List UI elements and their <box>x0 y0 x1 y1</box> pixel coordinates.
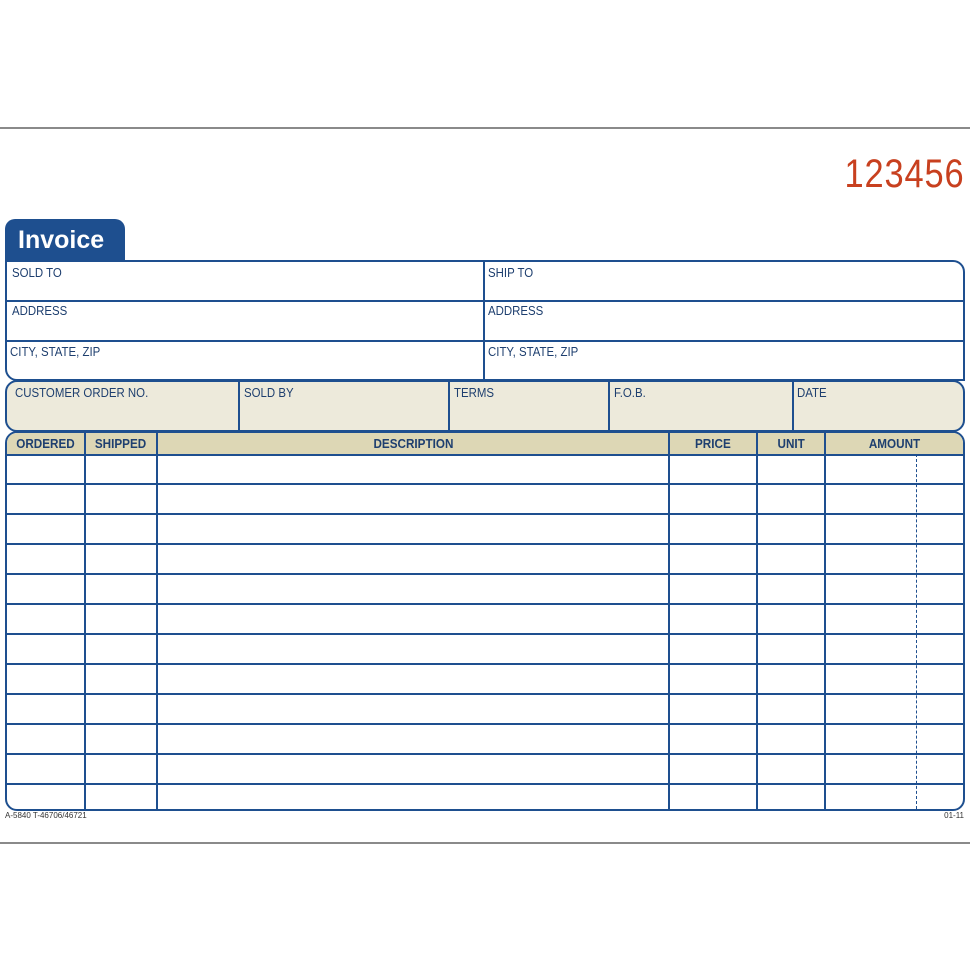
table-row-line <box>7 573 963 575</box>
col-amount: AMOUNT <box>869 436 921 451</box>
city-right-field[interactable]: CITY, STATE, ZIP <box>488 344 579 359</box>
table-row-line <box>7 753 963 755</box>
sold-by-field[interactable]: SOLD BY <box>244 385 294 400</box>
table-row-line <box>7 723 963 725</box>
col-unit: UNIT <box>777 436 805 451</box>
col-shipped: SHIPPED <box>95 436 147 451</box>
col-ordered: ORDERED <box>16 436 76 451</box>
city-left-field[interactable]: CITY, STATE, ZIP <box>10 344 101 359</box>
table-row-line <box>7 603 963 605</box>
col-price: PRICE <box>695 436 731 451</box>
table-row-line <box>7 633 963 635</box>
form-number: 123456 <box>844 152 964 196</box>
cents-divider <box>916 454 917 809</box>
terms-field[interactable]: TERMS <box>454 385 495 400</box>
table-row-line <box>7 663 963 665</box>
footer-date-code: 01-11 <box>944 811 964 820</box>
table-row-line <box>7 543 963 545</box>
address-left-field[interactable]: ADDRESS <box>12 303 68 318</box>
order-block: CUSTOMER ORDER NO. SOLD BY TERMS F.O.B. … <box>5 380 965 432</box>
ship-to-field[interactable]: SHIP TO <box>488 265 534 280</box>
top-rule <box>0 127 970 129</box>
table-header <box>7 433 963 456</box>
col-description: DESCRIPTION <box>373 436 453 451</box>
address-right-field[interactable]: ADDRESS <box>488 303 544 318</box>
items-table: ORDERED SHIPPED DESCRIPTION PRICE UNIT A… <box>5 431 965 811</box>
customer-order-field[interactable]: CUSTOMER ORDER NO. <box>15 385 149 400</box>
table-row-line <box>7 483 963 485</box>
bottom-rule <box>0 842 970 844</box>
fob-field[interactable]: F.O.B. <box>614 385 646 400</box>
table-row-line <box>7 513 963 515</box>
footer-codes: A-5840 T-46706/46721 <box>5 811 87 820</box>
address-block: SOLD TO SHIP TO ADDRESS ADDRESS CITY, ST… <box>5 260 965 381</box>
table-row-line <box>7 783 963 785</box>
invoice-title: Invoice <box>5 219 125 261</box>
date-field[interactable]: DATE <box>797 385 827 400</box>
table-row-line <box>7 693 963 695</box>
sold-to-field[interactable]: SOLD TO <box>12 265 62 280</box>
